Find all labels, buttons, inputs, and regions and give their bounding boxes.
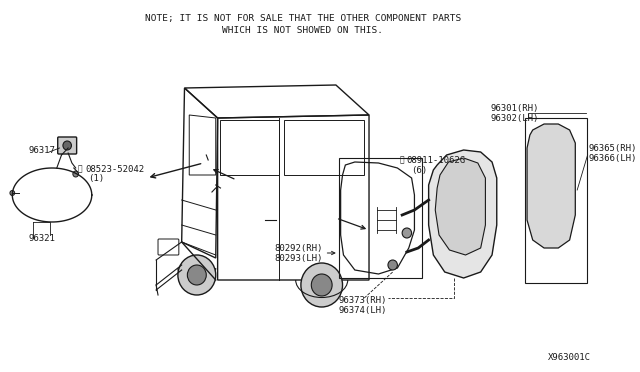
Text: 96365(RH): 96365(RH) — [589, 144, 637, 153]
Text: WHICH IS NOT SHOWED ON THIS.: WHICH IS NOT SHOWED ON THIS. — [222, 26, 383, 35]
Circle shape — [178, 255, 216, 295]
Text: 96321: 96321 — [28, 234, 55, 243]
Text: (6): (6) — [411, 166, 427, 174]
Text: 08523-52042: 08523-52042 — [85, 164, 144, 173]
Bar — [339, 158, 422, 278]
FancyBboxPatch shape — [58, 137, 77, 154]
Text: 96301(RH): 96301(RH) — [490, 103, 538, 112]
Text: 96302(LH): 96302(LH) — [490, 113, 538, 122]
Text: 08911-1062G: 08911-1062G — [407, 155, 466, 164]
Circle shape — [10, 190, 15, 196]
Polygon shape — [429, 150, 497, 278]
Text: X963001C: X963001C — [548, 353, 591, 362]
Text: 80292(RH): 80292(RH) — [275, 244, 323, 253]
Circle shape — [188, 265, 206, 285]
Text: 96373(RH): 96373(RH) — [339, 295, 387, 305]
Text: 80293(LH): 80293(LH) — [275, 253, 323, 263]
Circle shape — [301, 263, 342, 307]
Text: (1): (1) — [88, 173, 104, 183]
Circle shape — [63, 141, 72, 150]
Polygon shape — [435, 158, 485, 255]
Bar — [525, 118, 587, 283]
Text: 96374(LH): 96374(LH) — [339, 305, 387, 314]
Text: 96317: 96317 — [28, 145, 55, 154]
Polygon shape — [527, 124, 575, 248]
Text: Ⓝ: Ⓝ — [399, 155, 404, 164]
Circle shape — [402, 228, 412, 238]
Circle shape — [388, 260, 397, 270]
Text: Ⓢ: Ⓢ — [77, 164, 82, 173]
Circle shape — [73, 171, 79, 177]
Text: 96366(LH): 96366(LH) — [589, 154, 637, 163]
Circle shape — [311, 274, 332, 296]
Text: NOTE; IT IS NOT FOR SALE THAT THE OTHER COMPONENT PARTS: NOTE; IT IS NOT FOR SALE THAT THE OTHER … — [145, 13, 461, 22]
